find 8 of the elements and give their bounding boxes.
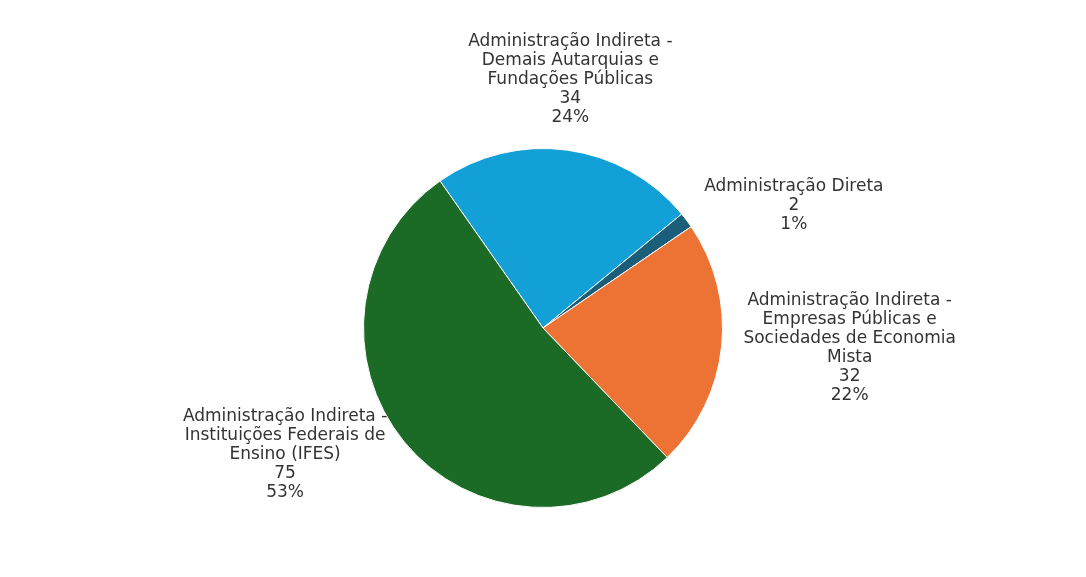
slice-label: Administração Indireta - Empresas Públicas e Sociedades de Economia Mista	[743, 288, 956, 366]
data-label: 34 24%	[551, 87, 590, 127]
data-label: 2 1%	[780, 194, 808, 234]
slice-label: Administração Indireta - Demais Autarquias e Fundações Públicas	[468, 30, 673, 89]
data-label: 32 22%	[830, 364, 869, 404]
data-label: 75 53%	[266, 462, 305, 502]
slice-label: Administração Indireta - Instituições Federais de Ensino (IFES)	[182, 405, 388, 464]
slice-label: Administração Direta	[704, 175, 884, 196]
